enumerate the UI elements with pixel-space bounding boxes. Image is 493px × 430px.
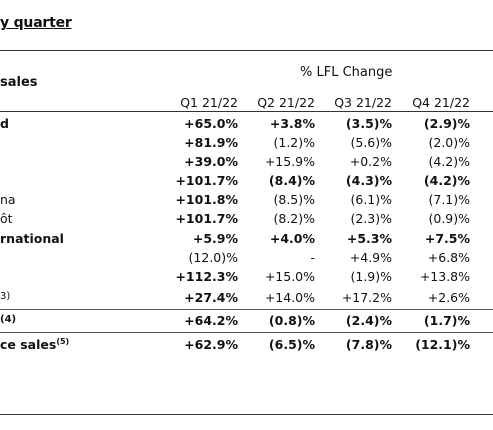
cell-q3: (6.1)% xyxy=(350,192,392,207)
cell-q4: (4.2)% xyxy=(423,173,470,188)
table-row: ôt +101.7% (8.2)% (2.3)% (0.9)% xyxy=(0,211,493,229)
cell-q1: +5.9% xyxy=(192,231,238,246)
cell-q4: +13.8% xyxy=(419,269,470,284)
cell-q1: +101.7% xyxy=(175,211,238,226)
cell-q3: +17.2% xyxy=(341,290,392,305)
cell-q3: (1.9)% xyxy=(350,269,392,284)
cell-q2: +15.9% xyxy=(264,154,315,169)
cell-q1: +81.9% xyxy=(184,135,238,150)
cell-q3: (2.3)% xyxy=(350,211,392,226)
header-top-rule xyxy=(0,50,493,51)
cell-q1: +101.8% xyxy=(175,192,238,207)
cell-q2: (6.5)% xyxy=(268,337,315,352)
cell-q4: +6.8% xyxy=(427,250,470,265)
footnote-marker: (5) xyxy=(56,337,70,346)
cell-q4: (4.2)% xyxy=(428,154,470,169)
total-rule xyxy=(0,332,493,333)
cell-q1: +101.7% xyxy=(175,173,238,188)
cell-q2: +15.0% xyxy=(264,269,315,284)
table-bottom-rule xyxy=(0,414,493,415)
table-row: d +65.0% +3.8% (3.5)% (2.9)% xyxy=(0,116,493,134)
row-label: d xyxy=(0,116,9,131)
row-label: ce sales(5) xyxy=(0,337,69,352)
cell-q4: +2.6% xyxy=(427,290,470,305)
cell-q3: +0.2% xyxy=(349,154,392,169)
cell-q3: +5.3% xyxy=(346,231,392,246)
cell-q1: +64.2% xyxy=(184,313,238,328)
cell-q4: (7.1)% xyxy=(428,192,470,207)
table-row-subtotal: (4) +64.2% (0.8)% (2.4)% (1.7)% xyxy=(0,313,493,331)
cell-q3: (2.4)% xyxy=(345,313,392,328)
cell-q4: (2.9)% xyxy=(423,116,470,131)
cell-q1: +65.0% xyxy=(184,116,238,131)
header-bottom-rule xyxy=(0,111,493,112)
cell-q1: +112.3% xyxy=(175,269,238,284)
cell-q4: (1.7)% xyxy=(423,313,470,328)
lfl-change-group-header: % LFL Change xyxy=(300,65,393,80)
cell-q2: - xyxy=(310,250,315,265)
cell-q2: (1.2)% xyxy=(273,135,315,150)
cell-q2: +3.8% xyxy=(269,116,315,131)
cell-q1: +62.9% xyxy=(184,337,238,352)
cell-q1: +39.0% xyxy=(184,154,238,169)
cell-q1: (12.0)% xyxy=(188,250,238,265)
table-row: +39.0% +15.9% +0.2% (4.2)% xyxy=(0,154,493,172)
table-row-total: ce sales(5) +62.9% (6.5)% (7.8)% (12.1)% xyxy=(0,337,493,355)
column-header-q3: Q3 21/22 xyxy=(334,95,392,110)
table-row: +101.7% (8.4)% (4.3)% (4.2)% xyxy=(0,173,493,191)
section-title: y quarter xyxy=(0,15,72,31)
row-label: rnational xyxy=(0,231,64,246)
column-header-q2: Q2 21/22 xyxy=(257,95,315,110)
subtotal-rule xyxy=(0,309,493,310)
row-label: na xyxy=(0,192,16,207)
cell-q4: (2.0)% xyxy=(428,135,470,150)
row-label: ôt xyxy=(0,211,13,226)
table-row: na +101.8% (8.5)% (6.1)% (7.1)% xyxy=(0,192,493,210)
cell-q4: (0.9)% xyxy=(428,211,470,226)
table-row: +112.3% +15.0% (1.9)% +13.8% xyxy=(0,269,493,287)
cell-q2: +14.0% xyxy=(264,290,315,305)
cell-q4: (12.1)% xyxy=(415,337,470,352)
cell-q3: (3.5)% xyxy=(345,116,392,131)
cell-q4: +7.5% xyxy=(424,231,470,246)
row-label: 3) xyxy=(0,291,11,302)
cell-q3: (4.3)% xyxy=(345,173,392,188)
cell-q2: (8.5)% xyxy=(273,192,315,207)
column-headers: Q1 21/22 Q2 21/22 Q3 21/22 Q4 21/22 xyxy=(0,95,493,111)
cell-q3: (5.6)% xyxy=(350,135,392,150)
cell-q2: (8.2)% xyxy=(273,211,315,226)
table-row: (12.0)% - +4.9% +6.8% xyxy=(0,250,493,268)
cell-q2: +4.0% xyxy=(269,231,315,246)
table-row: 3) +27.4% +14.0% +17.2% +2.6% xyxy=(0,290,493,308)
cell-q3: +4.9% xyxy=(349,250,392,265)
row-label-text: ce sales xyxy=(0,337,57,353)
cell-q1: +27.4% xyxy=(184,290,238,305)
column-header-q1: Q1 21/22 xyxy=(180,95,238,110)
cell-q3: (7.8)% xyxy=(345,337,392,352)
table-row: +81.9% (1.2)% (5.6)% (2.0)% xyxy=(0,135,493,153)
row-label: (4) xyxy=(0,314,17,325)
cell-q2: (0.8)% xyxy=(268,313,315,328)
row-header-label: sales xyxy=(0,75,38,90)
table-row: rnational +5.9% +4.0% +5.3% +7.5% xyxy=(0,231,493,249)
column-header-q4: Q4 21/22 xyxy=(412,95,470,110)
cell-q2: (8.4)% xyxy=(268,173,315,188)
